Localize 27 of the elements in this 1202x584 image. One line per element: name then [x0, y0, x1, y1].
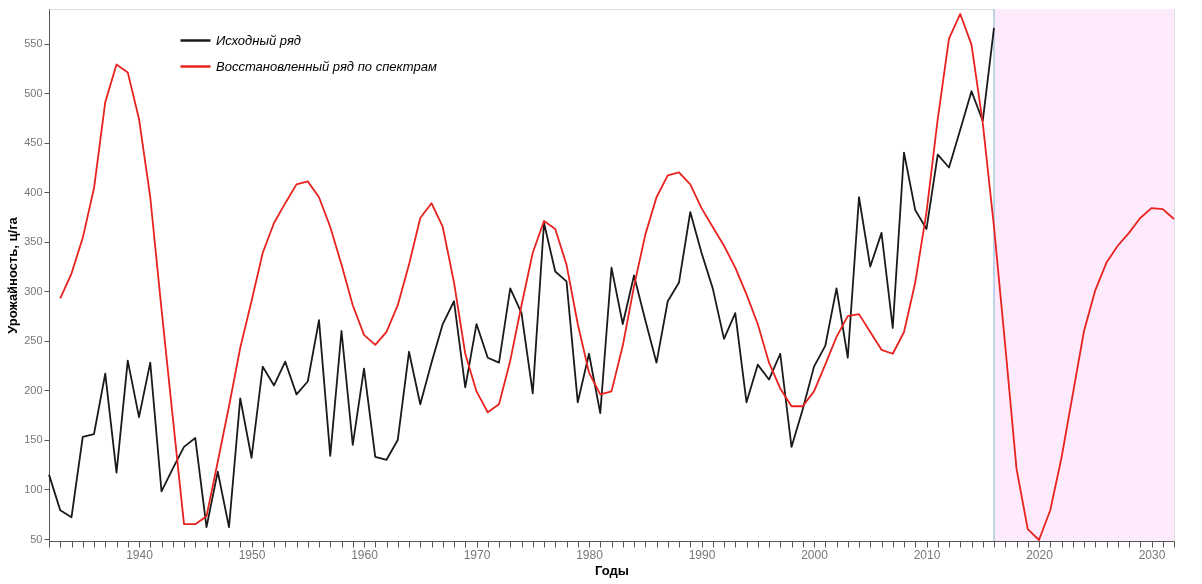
- x-tick-label: 2020: [1026, 547, 1054, 562]
- y-tick-label: 100: [24, 482, 43, 495]
- y-tick-label: 150: [24, 433, 43, 446]
- y-tick-label: 200: [24, 383, 43, 396]
- x-tick-label: 2010: [913, 547, 941, 562]
- y-tick-label: 500: [24, 86, 43, 99]
- y-tick-label: 50: [30, 532, 43, 545]
- x-tick-label: 1990: [688, 547, 716, 562]
- y-tick-label: 550: [24, 37, 43, 50]
- x-axis-title: Годы: [595, 562, 629, 578]
- x-tick-label: 1940: [126, 547, 154, 562]
- y-axis-title: Урожайность, ц/га: [5, 216, 21, 334]
- legend-label: Восстановленный ряд по спектрам: [216, 58, 437, 74]
- x-tick-label: 1980: [576, 547, 604, 562]
- x-tick-label: 2030: [1138, 547, 1166, 562]
- x-tick-label: 1960: [351, 547, 379, 562]
- y-tick-label: 450: [24, 136, 43, 149]
- x-tick-label: 1950: [238, 547, 266, 562]
- x-tick-label: 1970: [463, 547, 491, 562]
- line-series: [48, 26, 995, 529]
- y-tick-label: 400: [24, 185, 43, 198]
- y-tick-label: 250: [24, 334, 43, 347]
- y-tick-label: 300: [24, 284, 43, 297]
- line-series: [59, 13, 1175, 541]
- legend-label: Исходный ряд: [216, 32, 302, 48]
- x-tick-label: 2000: [801, 547, 829, 562]
- y-tick-label: 350: [24, 235, 43, 248]
